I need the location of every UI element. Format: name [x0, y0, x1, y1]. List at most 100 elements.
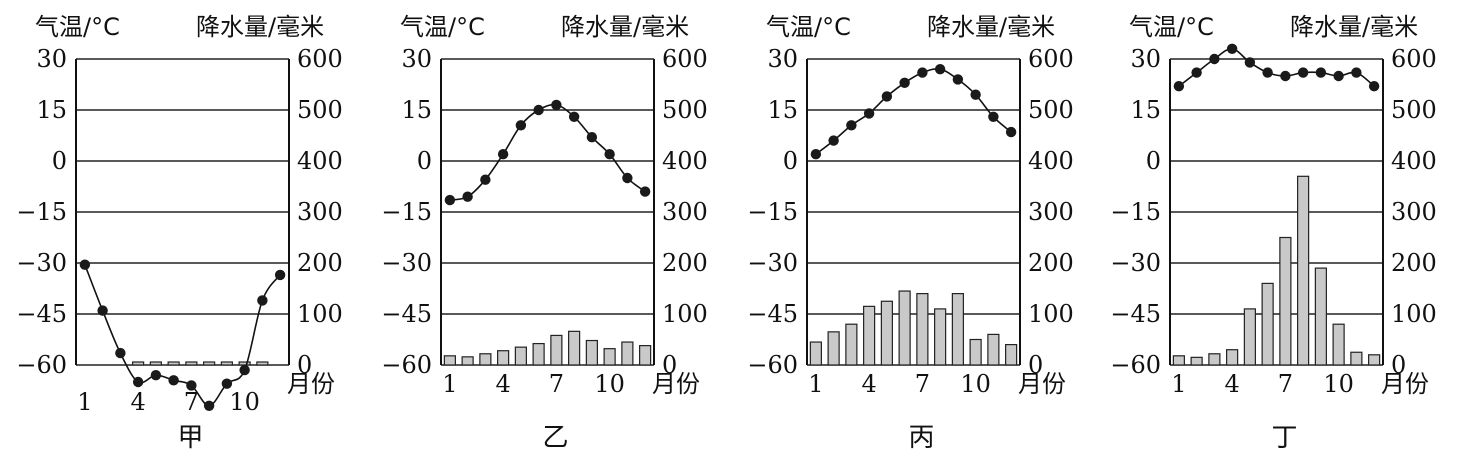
temperature-point-month-9 [586, 132, 598, 143]
precip-tick-label: 0 [297, 351, 312, 379]
temp-tick-label: −15 [747, 198, 798, 226]
precip-bar-month-11 [256, 361, 269, 366]
temperature-point-month-11 [1351, 67, 1362, 78]
precip-bar-month-7 [916, 293, 929, 366]
temperature-point-month-8 [1297, 67, 1309, 78]
right-axis-title: 降水量/毫米 [561, 13, 689, 41]
right-axis-title: 降水量/毫米 [927, 13, 1055, 41]
precip-bar-month-5 [149, 361, 162, 366]
temperature-point-month-12 [274, 269, 286, 281]
precip-tick-label: 400 [1391, 147, 1437, 175]
temperature-point-month-9 [221, 378, 233, 389]
precip-bar-month-11 [987, 333, 1000, 366]
precip-tick-label: 600 [662, 45, 708, 73]
temperature-point-month-2 [1191, 67, 1202, 78]
precip-bar-month-4 [1226, 349, 1239, 366]
precip-bar-month-1 [443, 355, 456, 366]
temp-tick-label: −45 [16, 300, 67, 328]
precip-tick-label: 400 [297, 147, 343, 175]
temp-tick-label: 0 [417, 147, 432, 175]
temperature-point-month-7 [917, 67, 928, 78]
temperature-point-month-11 [257, 295, 268, 306]
precip-tick-label: 400 [662, 147, 708, 175]
x-tick-label: 7 [1278, 370, 1293, 398]
precip-tick-label: 300 [1028, 198, 1074, 226]
precip-tick-label: 600 [1391, 45, 1437, 73]
precip-bar-month-9 [1314, 267, 1327, 366]
temp-tick-label: 15 [401, 96, 432, 124]
temp-tick-label: 15 [36, 96, 67, 124]
temperature-point-month-4 [497, 149, 509, 160]
precip-bar-month-9 [951, 293, 964, 366]
right-axis-title: 降水量/毫米 [1290, 13, 1418, 41]
temperature-point-month-7 [1280, 70, 1291, 82]
chart-panel-乙: 气温/°C 降水量/毫米 30 600 15 500 0 400 −15 300 −30 200 −45… [381, 13, 707, 453]
x-tick-label: 7 [184, 388, 199, 416]
precip-tick-label: 400 [1028, 147, 1074, 175]
temperature-point-month-4 [132, 376, 144, 388]
precip-tick-label: 0 [662, 351, 677, 379]
temperature-line [815, 68, 1012, 155]
temp-tick-label: −60 [747, 351, 798, 379]
precip-bar-month-6 [898, 290, 911, 366]
temp-tick-label: 0 [783, 147, 798, 175]
x-axis-unit: 月份 [287, 370, 335, 398]
temp-tick-label: −30 [16, 249, 67, 277]
precip-bar-month-10 [238, 361, 251, 366]
temp-tick-label: 0 [1146, 147, 1161, 175]
precip-bar-month-6 [167, 361, 180, 366]
temperature-point-month-6 [1262, 67, 1273, 78]
x-tick-label: 1 [442, 370, 457, 398]
x-tick-label: 4 [130, 388, 145, 416]
temperature-line [1178, 47, 1375, 87]
precip-bar-month-3 [479, 353, 492, 366]
precip-bar-month-12 [1368, 354, 1381, 366]
temperature-point-month-11 [988, 111, 999, 123]
temp-tick-label: 15 [767, 96, 798, 124]
temp-tick-label: −15 [16, 198, 67, 226]
temperature-point-month-3 [846, 120, 857, 131]
precip-tick-label: 200 [1391, 249, 1437, 277]
precip-bar-month-5 [514, 346, 527, 366]
precip-bar-month-8 [568, 330, 581, 366]
precip-bar-month-11 [621, 341, 634, 366]
chart-panel-甲: 气温/°C 降水量/毫米 30 600 15 500 0 400 −15 300 −30 200 −45… [16, 13, 342, 453]
chart-caption: 丙 [908, 423, 934, 453]
precip-bar-month-3 [1208, 353, 1221, 366]
precip-tick-label: 100 [662, 300, 708, 328]
precip-bar-month-4 [863, 305, 876, 366]
temperature-point-month-7 [551, 99, 562, 111]
temperature-point-month-12 [639, 186, 651, 197]
temperature-point-month-4 [1226, 43, 1238, 54]
temperature-point-month-1 [79, 259, 91, 270]
precip-bar-month-8 [934, 308, 947, 366]
temperature-point-month-8 [568, 111, 580, 123]
precip-tick-label: 0 [1028, 351, 1043, 379]
temperature-point-month-3 [1209, 53, 1220, 65]
precip-bar-month-7 [1279, 236, 1292, 366]
precip-tick-label: 0 [1391, 351, 1406, 379]
temperature-point-month-8 [203, 400, 215, 411]
temp-tick-label: 30 [1130, 45, 1161, 73]
precip-tick-label: 100 [297, 300, 343, 328]
precip-bar-month-5 [880, 300, 893, 366]
temperature-point-month-6 [168, 375, 179, 386]
chart-caption: 丁 [1271, 423, 1297, 453]
temperature-line [84, 264, 281, 407]
temperature-point-month-1 [1173, 81, 1185, 92]
temperature-point-month-5 [515, 120, 527, 131]
precip-bar-month-10 [603, 348, 616, 366]
precip-bar-month-12 [1005, 344, 1018, 366]
temperature-point-month-10 [604, 149, 615, 160]
temperature-line [449, 103, 646, 201]
temperature-point-month-8 [934, 63, 946, 75]
precip-bar-month-10 [1332, 323, 1345, 366]
temperature-point-month-6 [533, 104, 544, 116]
x-tick-label: 7 [549, 370, 564, 398]
x-tick-label: 4 [1224, 370, 1239, 398]
x-axis-unit: 月份 [1381, 370, 1429, 398]
temperature-point-month-10 [239, 364, 250, 376]
precip-bar-month-7 [185, 361, 198, 366]
precip-tick-label: 100 [1028, 300, 1074, 328]
